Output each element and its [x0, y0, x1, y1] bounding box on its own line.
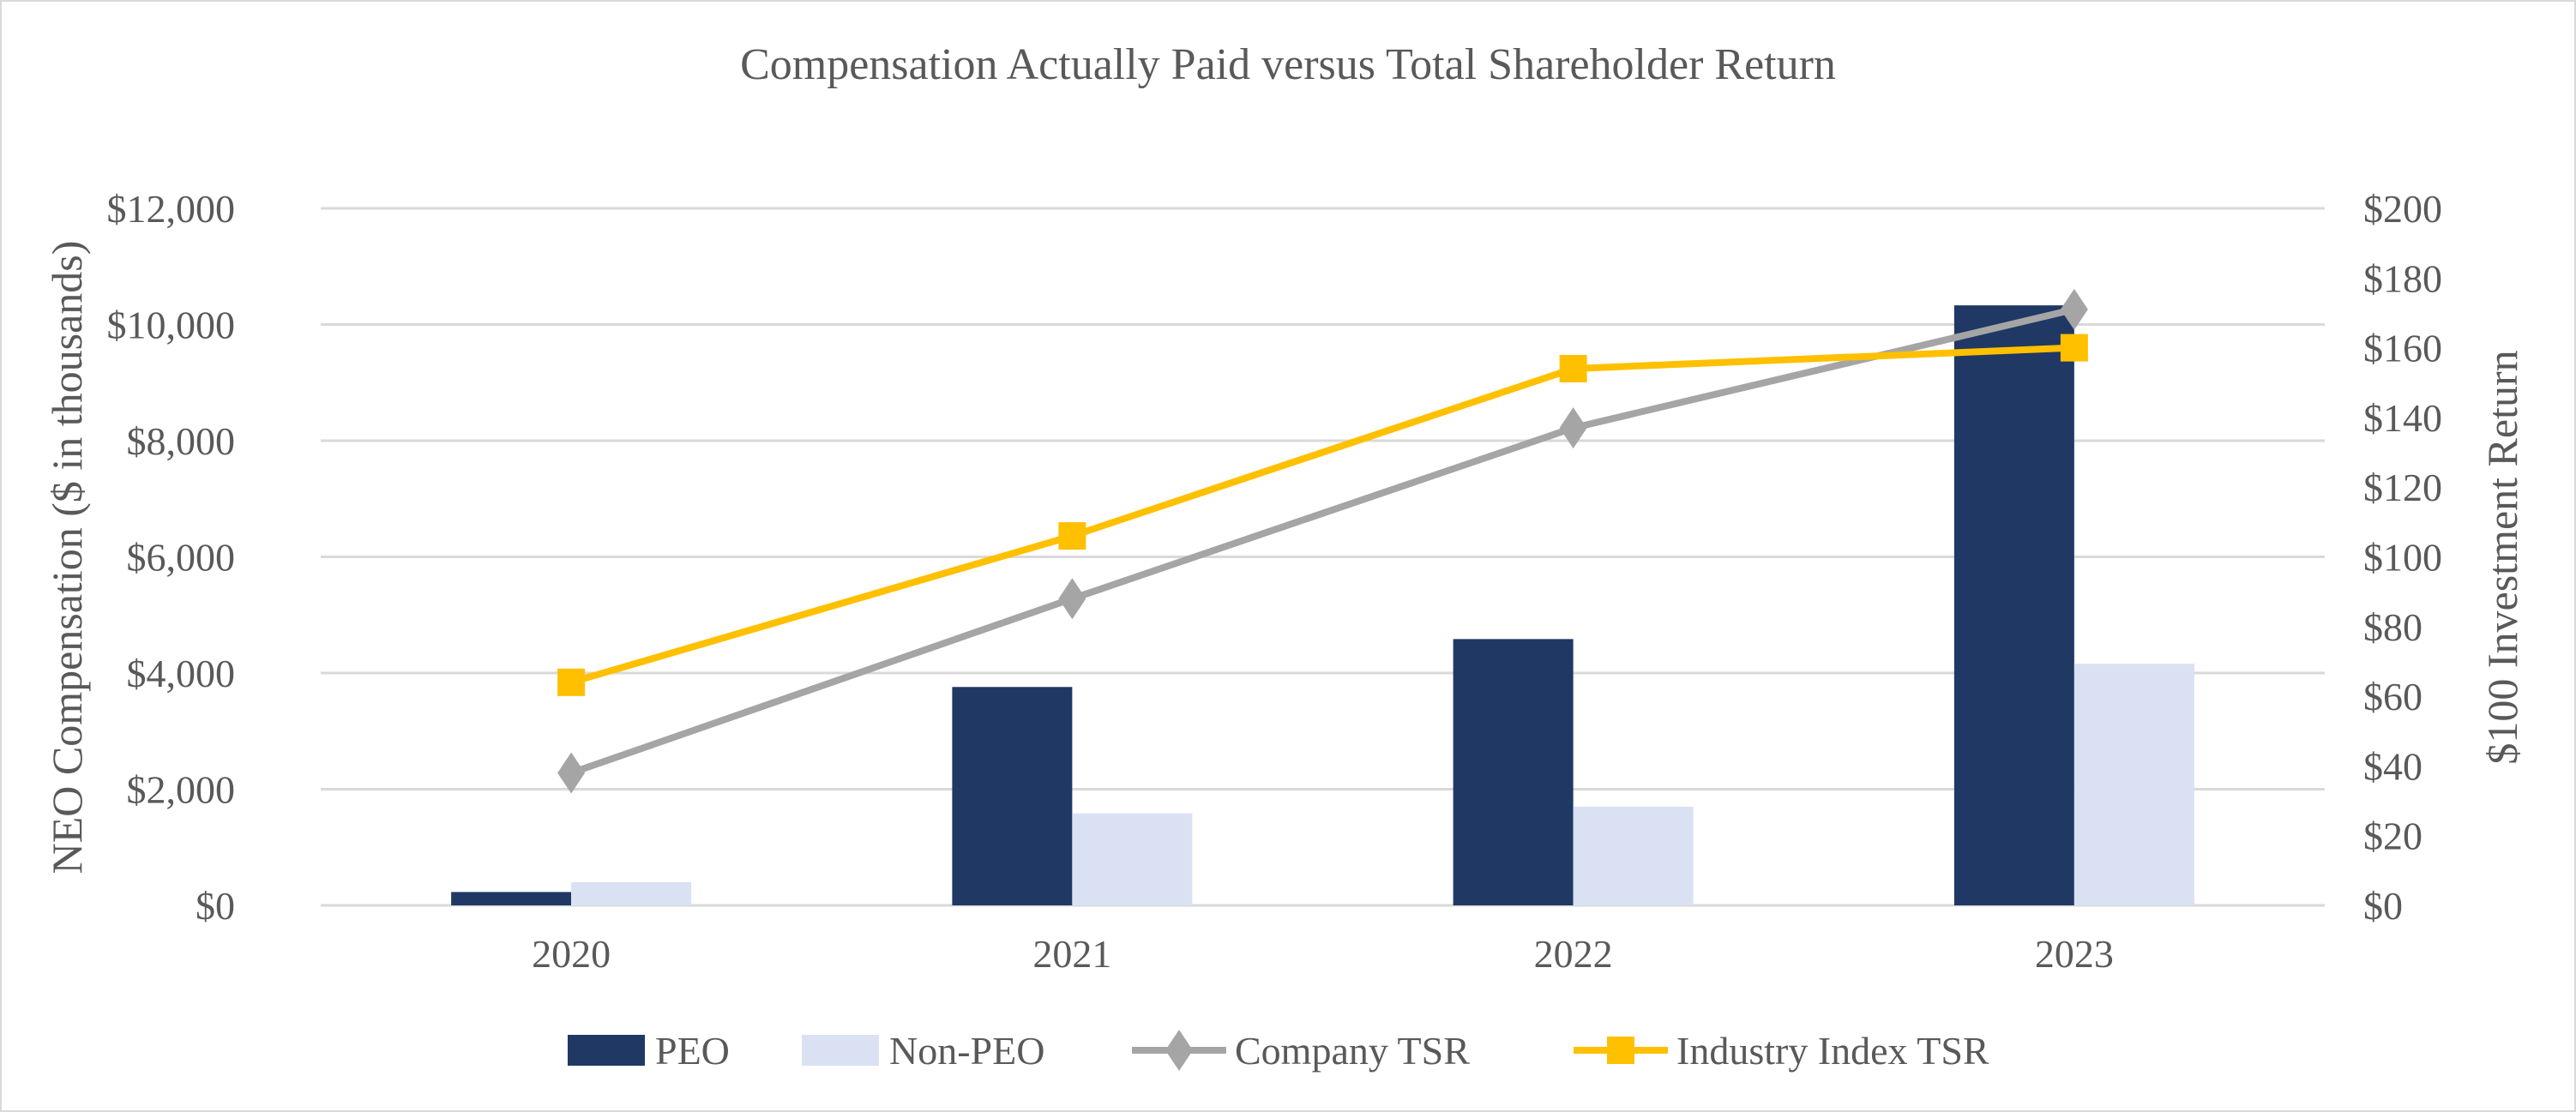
x-tick: 2021 — [1032, 932, 1111, 976]
x-tick: 2023 — [2035, 932, 2114, 976]
bar-peo — [1953, 305, 2074, 906]
legend-swatch — [802, 1035, 879, 1066]
y-axis-left-label: NEO Compensation ($ in thousands) — [43, 241, 91, 875]
bar-non-peo — [571, 881, 692, 905]
bar-peo — [451, 892, 572, 905]
legend-label: Company TSR — [1235, 1029, 1470, 1073]
point-company-tsr — [557, 752, 586, 794]
y-tick-left: $4,000 — [127, 652, 236, 695]
x-tick: 2022 — [1534, 932, 1613, 976]
y-tick-right: $20 — [2363, 814, 2423, 858]
line-industry-index-tsr — [570, 344, 2075, 686]
bar-peo — [1453, 639, 1574, 905]
legend-label: PEO — [655, 1029, 730, 1073]
legend-item: PEO — [568, 1029, 730, 1073]
legend-swatch — [568, 1035, 645, 1066]
y-tick-right: $140 — [2363, 396, 2442, 440]
point-company-tsr — [1058, 578, 1086, 620]
bars — [451, 305, 2194, 906]
legend-label: Industry Index TSR — [1676, 1029, 1989, 1073]
legend-item: Company TSR — [1132, 1029, 1470, 1073]
y-tick-left: $2,000 — [127, 768, 236, 812]
point-company-tsr — [2060, 288, 2088, 330]
y-tick-right: $180 — [2363, 256, 2442, 300]
point-industry-index-tsr — [1058, 522, 1086, 550]
bar-non-peo — [1072, 813, 1193, 905]
legend-label: Non-PEO — [889, 1029, 1044, 1073]
legend: PEO Non-PEO Company TSR Industry Index TSR — [568, 1029, 1989, 1073]
legend-marker — [1607, 1037, 1634, 1064]
lines — [557, 288, 2088, 794]
y-tick-right: $120 — [2363, 466, 2442, 509]
chart-title: Compensation Actually Paid versus Total … — [740, 40, 1836, 89]
y-tick-right: $160 — [2363, 327, 2442, 370]
legend-marker — [1165, 1030, 1193, 1071]
y-tick-left: $6,000 — [127, 536, 236, 580]
bar-non-peo — [1573, 806, 1694, 905]
bar-non-peo — [2073, 664, 2194, 905]
y-tick-left: $12,000 — [107, 187, 236, 231]
y-tick-right: $80 — [2363, 605, 2423, 649]
bar-peo — [952, 687, 1073, 905]
line-company-tsr — [569, 305, 2075, 777]
y-tick-right: $40 — [2363, 744, 2423, 788]
point-industry-index-tsr — [1559, 354, 1587, 382]
legend-item: Industry Index TSR — [1574, 1029, 1989, 1073]
y-tick-left: $8,000 — [127, 419, 236, 463]
x-tick: 2020 — [532, 932, 611, 976]
y-axis-right-label: $100 Investment Return — [2478, 350, 2526, 764]
y-tick-right: $60 — [2363, 675, 2423, 718]
point-industry-index-tsr — [2060, 334, 2088, 362]
y-tick-right: $0 — [2363, 884, 2403, 928]
tick-labels: $0 $2,000 $4,000 $6,000 $8,000 $10,000 $12,000… — [107, 187, 2443, 976]
point-company-tsr — [1559, 407, 1587, 449]
y-tick-right: $100 — [2363, 536, 2442, 580]
legend-item: Non-PEO — [802, 1029, 1044, 1073]
y-tick-right: $200 — [2363, 187, 2442, 231]
y-tick-left: $10,000 — [107, 304, 236, 347]
point-industry-index-tsr — [557, 668, 586, 696]
y-tick-left: $0 — [196, 884, 235, 928]
